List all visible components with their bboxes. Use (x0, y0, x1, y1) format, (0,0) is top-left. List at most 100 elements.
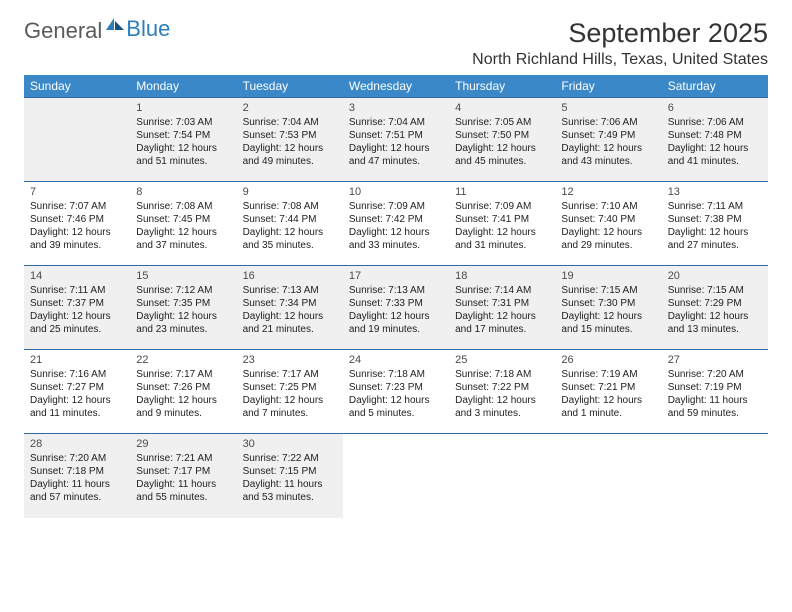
daylight-text: and 7 minutes. (243, 407, 337, 420)
sunrise-text: Sunrise: 7:10 AM (561, 200, 655, 213)
daylight-text: Daylight: 11 hours (136, 478, 230, 491)
month-title: September 2025 (472, 18, 768, 49)
sunset-text: Sunset: 7:18 PM (30, 465, 124, 478)
sunrise-text: Sunrise: 7:17 AM (136, 368, 230, 381)
calendar-day-cell: 11Sunrise: 7:09 AMSunset: 7:41 PMDayligh… (449, 182, 555, 266)
sunset-text: Sunset: 7:25 PM (243, 381, 337, 394)
calendar-body: 1Sunrise: 7:03 AMSunset: 7:54 PMDaylight… (24, 98, 768, 518)
day-number: 27 (668, 353, 762, 367)
calendar-day-cell: 4Sunrise: 7:05 AMSunset: 7:50 PMDaylight… (449, 98, 555, 182)
day-number: 21 (30, 353, 124, 367)
calendar-day-cell: 23Sunrise: 7:17 AMSunset: 7:25 PMDayligh… (237, 350, 343, 434)
day-number: 13 (668, 185, 762, 199)
calendar-day-cell: 26Sunrise: 7:19 AMSunset: 7:21 PMDayligh… (555, 350, 661, 434)
sunrise-text: Sunrise: 7:08 AM (136, 200, 230, 213)
daylight-text: and 39 minutes. (30, 239, 124, 252)
title-block: September 2025 North Richland Hills, Tex… (472, 18, 768, 69)
calendar-day-cell: 27Sunrise: 7:20 AMSunset: 7:19 PMDayligh… (662, 350, 768, 434)
day-number: 30 (243, 437, 337, 451)
calendar-day-cell: 22Sunrise: 7:17 AMSunset: 7:26 PMDayligh… (130, 350, 236, 434)
location-line: North Richland Hills, Texas, United Stat… (472, 51, 768, 69)
daylight-text: and 17 minutes. (455, 323, 549, 336)
calendar-day-cell: 7Sunrise: 7:07 AMSunset: 7:46 PMDaylight… (24, 182, 130, 266)
daylight-text: Daylight: 12 hours (561, 226, 655, 239)
day-header: Sunday (24, 75, 130, 98)
calendar-day-cell: 19Sunrise: 7:15 AMSunset: 7:30 PMDayligh… (555, 266, 661, 350)
sunset-text: Sunset: 7:54 PM (136, 129, 230, 142)
sunset-text: Sunset: 7:30 PM (561, 297, 655, 310)
sunset-text: Sunset: 7:22 PM (455, 381, 549, 394)
calendar-day-cell: 13Sunrise: 7:11 AMSunset: 7:38 PMDayligh… (662, 182, 768, 266)
daylight-text: and 55 minutes. (136, 491, 230, 504)
sunset-text: Sunset: 7:42 PM (349, 213, 443, 226)
daylight-text: Daylight: 12 hours (136, 226, 230, 239)
sunset-text: Sunset: 7:15 PM (243, 465, 337, 478)
calendar-day-cell (343, 434, 449, 518)
daylight-text: Daylight: 12 hours (136, 142, 230, 155)
sunrise-text: Sunrise: 7:08 AM (243, 200, 337, 213)
calendar-day-cell (662, 434, 768, 518)
sunset-text: Sunset: 7:19 PM (668, 381, 762, 394)
daylight-text: and 51 minutes. (136, 155, 230, 168)
sunrise-text: Sunrise: 7:20 AM (30, 452, 124, 465)
day-number: 2 (243, 101, 337, 115)
sunrise-text: Sunrise: 7:06 AM (668, 116, 762, 129)
day-header: Monday (130, 75, 236, 98)
day-number: 19 (561, 269, 655, 283)
calendar-day-cell: 5Sunrise: 7:06 AMSunset: 7:49 PMDaylight… (555, 98, 661, 182)
daylight-text: and 13 minutes. (668, 323, 762, 336)
daylight-text: Daylight: 12 hours (349, 226, 443, 239)
day-number: 14 (30, 269, 124, 283)
sunset-text: Sunset: 7:46 PM (30, 213, 124, 226)
day-number: 5 (561, 101, 655, 115)
daylight-text: Daylight: 12 hours (668, 226, 762, 239)
daylight-text: and 49 minutes. (243, 155, 337, 168)
calendar-day-cell: 6Sunrise: 7:06 AMSunset: 7:48 PMDaylight… (662, 98, 768, 182)
daylight-text: Daylight: 11 hours (243, 478, 337, 491)
day-header: Wednesday (343, 75, 449, 98)
daylight-text: Daylight: 12 hours (561, 310, 655, 323)
daylight-text: and 27 minutes. (668, 239, 762, 252)
day-number: 20 (668, 269, 762, 283)
sunrise-text: Sunrise: 7:11 AM (668, 200, 762, 213)
sunset-text: Sunset: 7:53 PM (243, 129, 337, 142)
day-number: 23 (243, 353, 337, 367)
sunset-text: Sunset: 7:35 PM (136, 297, 230, 310)
day-number: 18 (455, 269, 549, 283)
day-number: 24 (349, 353, 443, 367)
daylight-text: Daylight: 11 hours (30, 478, 124, 491)
calendar-day-cell: 14Sunrise: 7:11 AMSunset: 7:37 PMDayligh… (24, 266, 130, 350)
brand-logo: General Blue (24, 18, 170, 44)
day-number: 3 (349, 101, 443, 115)
day-number: 11 (455, 185, 549, 199)
sunrise-text: Sunrise: 7:15 AM (561, 284, 655, 297)
sunrise-text: Sunrise: 7:04 AM (349, 116, 443, 129)
sunset-text: Sunset: 7:45 PM (136, 213, 230, 226)
sunrise-text: Sunrise: 7:15 AM (668, 284, 762, 297)
daylight-text: Daylight: 12 hours (455, 226, 549, 239)
sunrise-text: Sunrise: 7:17 AM (243, 368, 337, 381)
sunset-text: Sunset: 7:48 PM (668, 129, 762, 142)
day-header: Friday (555, 75, 661, 98)
daylight-text: Daylight: 12 hours (455, 394, 549, 407)
day-number: 16 (243, 269, 337, 283)
daylight-text: and 47 minutes. (349, 155, 443, 168)
sunrise-text: Sunrise: 7:18 AM (349, 368, 443, 381)
sunrise-text: Sunrise: 7:06 AM (561, 116, 655, 129)
daylight-text: Daylight: 12 hours (136, 310, 230, 323)
calendar-day-cell (449, 434, 555, 518)
daylight-text: Daylight: 12 hours (349, 310, 443, 323)
sunset-text: Sunset: 7:50 PM (455, 129, 549, 142)
sunrise-text: Sunrise: 7:05 AM (455, 116, 549, 129)
calendar-day-cell: 15Sunrise: 7:12 AMSunset: 7:35 PMDayligh… (130, 266, 236, 350)
calendar-day-cell: 2Sunrise: 7:04 AMSunset: 7:53 PMDaylight… (237, 98, 343, 182)
day-number: 25 (455, 353, 549, 367)
day-number: 22 (136, 353, 230, 367)
day-header: Thursday (449, 75, 555, 98)
daylight-text: Daylight: 12 hours (30, 310, 124, 323)
calendar-week: 1Sunrise: 7:03 AMSunset: 7:54 PMDaylight… (24, 98, 768, 182)
day-number: 4 (455, 101, 549, 115)
calendar-day-cell: 18Sunrise: 7:14 AMSunset: 7:31 PMDayligh… (449, 266, 555, 350)
sunrise-text: Sunrise: 7:07 AM (30, 200, 124, 213)
sunset-text: Sunset: 7:41 PM (455, 213, 549, 226)
